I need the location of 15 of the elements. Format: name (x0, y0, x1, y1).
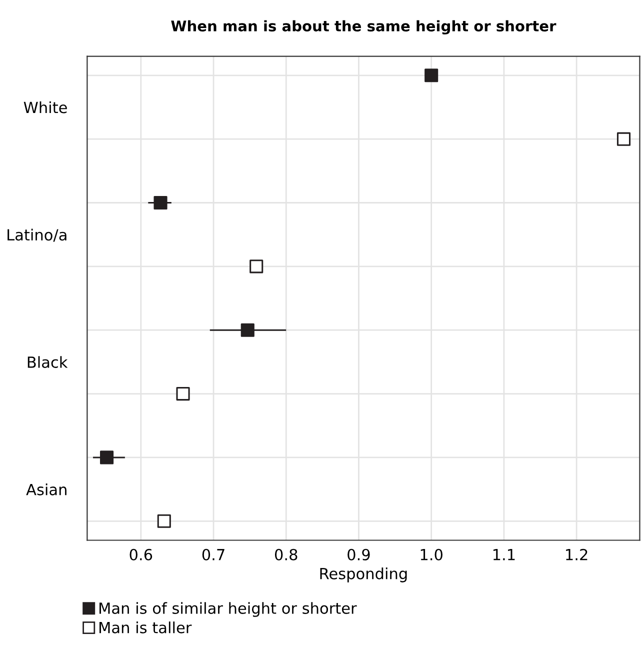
x-tick-label: 0.6 (130, 548, 152, 560)
y-tick-label: Latino/a (8, 228, 66, 242)
x-tick-label: 0.7 (202, 548, 224, 560)
x-tick-label: 0.9 (348, 548, 370, 560)
y-tick-label: White (24, 101, 67, 114)
x-axis-title: Responding (320, 568, 407, 582)
x-tick-label: 0.8 (274, 548, 298, 560)
x-tick-label: 1.0 (420, 548, 442, 560)
legend-label: Man is of similar height or shorter (100, 602, 357, 617)
x-tick-label: 1.2 (566, 548, 588, 560)
legend-label: Man is taller (100, 622, 192, 634)
y-tick-label: Black (28, 356, 68, 368)
y-tick-label: Asian (26, 484, 66, 496)
chart-title: When man is about the same height or shorter (171, 20, 556, 34)
x-tick-label: 1.1 (493, 549, 515, 560)
